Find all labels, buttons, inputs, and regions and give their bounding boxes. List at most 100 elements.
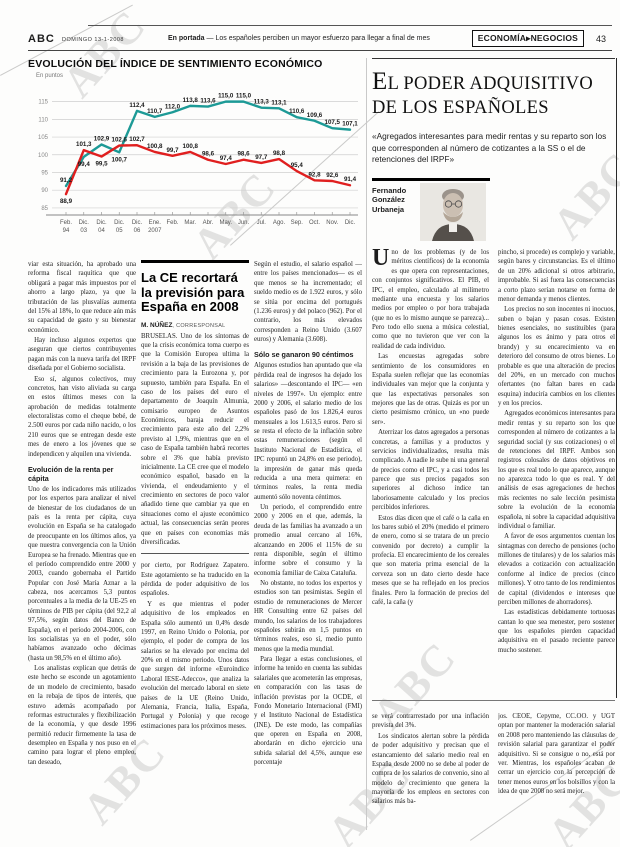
- svg-text:Ene.: Ene.: [149, 220, 162, 226]
- paragraph: Según el estudio, el salario español —en…: [254, 261, 362, 343]
- svg-text:102,9: 102,9: [94, 135, 110, 142]
- paragraph: Agregados económicos interesantes para m…: [498, 410, 615, 530]
- paragraph: Y es que mientras el poder adquisitivo d…: [141, 600, 249, 730]
- svg-text:04: 04: [98, 228, 105, 234]
- svg-text:Dic.: Dic.: [96, 220, 107, 226]
- paragraph: Los sindicatos alertan sobre la pérdida …: [372, 732, 489, 806]
- svg-text:2007: 2007: [148, 228, 162, 234]
- paragraph: A favor de esos argumentos cuentan los s…: [498, 533, 615, 606]
- svg-text:99,4: 99,4: [78, 161, 91, 168]
- article-body: viar esta situación, ha aprobado una ref…: [0, 260, 366, 830]
- svg-text:107,1: 107,1: [342, 121, 358, 128]
- opinion-headline: El poder adquisitivo de los españoles: [372, 68, 594, 118]
- sub-heading: Sólo se ganaron 90 céntimos: [254, 350, 354, 360]
- svg-text:107,5: 107,5: [325, 119, 341, 126]
- svg-text:97,4: 97,4: [220, 155, 233, 162]
- paragraph: Los analistas explican que detrás de est…: [28, 665, 136, 766]
- svg-text:88,9: 88,9: [60, 198, 73, 205]
- svg-text:100: 100: [38, 153, 49, 159]
- svg-text:94: 94: [63, 228, 70, 234]
- opinion-column-2: pincho, si procede) es complejo y variab…: [498, 248, 615, 672]
- paragraph: Eso sí, algunos colectivos, muy concreto…: [28, 375, 136, 458]
- svg-text:115: 115: [38, 100, 48, 106]
- svg-text:Nov.: Nov.: [326, 220, 338, 226]
- svg-text:110: 110: [38, 117, 48, 123]
- boxed-article-author: M. NÚÑEZ: [141, 321, 173, 329]
- svg-text:113,3: 113,3: [254, 99, 270, 106]
- opinion-text: Uno de los problemas (y de los méritos c…: [372, 248, 615, 672]
- svg-text:113,8: 113,8: [183, 97, 199, 104]
- svg-text:03: 03: [80, 228, 87, 234]
- svg-text:91,4: 91,4: [344, 176, 357, 183]
- svg-text:Feb.: Feb.: [60, 220, 72, 226]
- opinion-author: Fernando González Urbaneja: [372, 186, 407, 214]
- svg-text:112,0: 112,0: [165, 103, 181, 110]
- svg-text:99,7: 99,7: [166, 147, 179, 154]
- svg-text:Sep.: Sep.: [291, 220, 304, 226]
- paragraph: se verá contrarrestado por una inflación…: [372, 713, 489, 730]
- top-rule: [88, 25, 612, 26]
- svg-text:Abr.: Abr.: [203, 220, 214, 226]
- svg-text:110,7: 110,7: [147, 108, 163, 115]
- continuation-column-2: jos. CEOE, Cepyme, CC.OO. y UGT optan po…: [498, 712, 615, 832]
- paragraph: Uno de los indicadores más utilizados po…: [28, 485, 136, 662]
- svg-text:Feb.: Feb.: [166, 220, 178, 226]
- svg-text:110,6: 110,6: [289, 108, 305, 115]
- paragraph: No obstante, no todos los expertos y est…: [254, 580, 362, 653]
- boxed-article-title: La CE recortará la previsión para España…: [141, 270, 245, 315]
- svg-text:99,5: 99,5: [95, 161, 108, 168]
- svg-text:113,6: 113,6: [200, 98, 216, 105]
- paragraph: Las estadísticas debidamente tortuosas c…: [498, 609, 615, 654]
- paragraph: Algunos estudios han apuntado que «la pé…: [254, 362, 362, 501]
- svg-text:112,4: 112,4: [129, 102, 145, 109]
- chart-title: EVOLUCIÓN DEL ÍNDICE DE SENTIMIENTO ECON…: [28, 58, 323, 70]
- svg-text:Jul.: Jul.: [257, 220, 267, 226]
- paragraph: por cierto, por Rodríguez Zapatero. Este…: [141, 562, 249, 598]
- svg-text:98,6: 98,6: [237, 151, 250, 158]
- chart-unit-label: En puntos: [36, 73, 64, 79]
- article-column-2-text: por cierto, por Rodríguez Zapatero. Este…: [141, 561, 249, 731]
- paragraph: Estos días dicen que el café o la caña e…: [372, 514, 489, 606]
- author-photo: [420, 183, 486, 242]
- article-column-1: viar esta situación, ha aprobado una ref…: [28, 260, 136, 830]
- opinion-byline-bar: [372, 178, 490, 182]
- sentiment-index-line-chart: 85 90 95 100 105 110 115 Feb. 94 Dic. 03 Dic. 04 Dic.…: [38, 93, 358, 234]
- svg-text:06: 06: [134, 228, 141, 234]
- opinion-column-1: Uno de los problemas (y de los méritos c…: [372, 248, 489, 672]
- svg-text:Jun.: Jun.: [238, 220, 250, 226]
- article-continuation: se verá contrarrestado por una inflación…: [372, 712, 615, 832]
- svg-text:92,6: 92,6: [326, 172, 339, 179]
- paragraph: BRUSELAS. Uno de los síntomas de que la …: [141, 332, 249, 546]
- svg-text:115,0: 115,0: [218, 93, 234, 100]
- paragraph: Hay incluso algunos expertos que asegura…: [28, 337, 136, 373]
- boxed-article: La CE recortará la previsión para España…: [141, 260, 249, 555]
- right-edge-rule: [616, 58, 617, 698]
- box-top-bar: [141, 260, 249, 263]
- paragraph: Las encuestas agregadas sobre sentimient…: [372, 353, 489, 426]
- strap-text: Los españoles perciben un mayor esfuerzo…: [215, 35, 430, 42]
- opinion-quote: «Agregados interesantes para medir renta…: [372, 131, 607, 165]
- svg-text:109,6: 109,6: [307, 112, 323, 119]
- svg-text:Dic.: Dic.: [345, 220, 356, 226]
- svg-text:Oct.: Oct.: [309, 220, 320, 226]
- box-bottom-rule: [141, 553, 249, 555]
- svg-text:05: 05: [116, 228, 123, 234]
- svg-text:98,6: 98,6: [202, 151, 215, 158]
- svg-text:100,8: 100,8: [183, 143, 199, 150]
- boxed-article-author-role: , CORRESPONSAL: [172, 322, 226, 329]
- strap-dash: —: [206, 35, 214, 42]
- strap-label: En portada: [168, 35, 205, 42]
- boxed-article-text: BRUSELAS. Uno de los síntomas de que la …: [141, 332, 249, 548]
- svg-text:115,0: 115,0: [236, 93, 252, 100]
- paragraph: Aterrizar los datos agregados a personas…: [372, 429, 489, 512]
- opinion-byline: Fernando González Urbaneja: [372, 178, 615, 244]
- newspaper-logo: ABC: [28, 33, 55, 45]
- svg-text:95,4: 95,4: [291, 162, 304, 169]
- paragraph: Los precios no son inocentes ni inocuos,…: [498, 306, 615, 408]
- svg-text:102,7: 102,7: [129, 136, 145, 143]
- strapline: En portada — Los españoles perciben un m…: [168, 35, 430, 42]
- page-number: 43: [595, 34, 606, 44]
- divider: [372, 700, 615, 701]
- svg-text:95: 95: [41, 170, 48, 176]
